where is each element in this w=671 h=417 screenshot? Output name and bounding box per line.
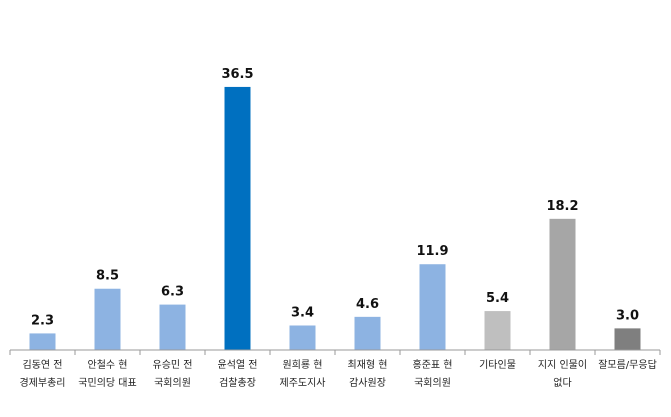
category-label-6-0: 홍준표 현 [413, 358, 453, 371]
value-label-1: 8.5 [96, 269, 119, 284]
category-label-5-1: 감사원장 [349, 377, 386, 389]
category-label-4-1: 제주도지사 [280, 377, 326, 389]
category-label-7-0: 기타인물 [479, 359, 516, 371]
category-label-8-1: 없다 [553, 376, 571, 389]
value-label-2: 6.3 [161, 285, 184, 300]
bar-4 [289, 325, 316, 350]
bar-6 [419, 264, 446, 350]
value-label-5: 4.6 [356, 297, 379, 312]
value-label-6: 11.9 [416, 244, 448, 259]
category-label-6-1: 국회의원 [414, 377, 451, 389]
bar-1 [94, 288, 121, 350]
category-label-5-0: 최재형 현 [348, 359, 388, 371]
category-label-8-0: 지지 인물이 [538, 359, 587, 371]
bar-9 [614, 328, 641, 350]
bar-3 [224, 86, 251, 351]
bar-0 [29, 333, 56, 350]
value-label-7: 5.4 [486, 291, 509, 306]
category-label-1-0: 안철수 현 [88, 359, 128, 371]
category-label-2-1: 국회의원 [154, 377, 191, 389]
category-label-3-0: 윤석열 전 [218, 359, 258, 371]
category-label-4-0: 원희룡 현 [283, 359, 323, 371]
x-axis-ticks [9, 350, 661, 355]
bars-layer [29, 86, 641, 351]
category-label-0-0: 김동연 전 [23, 359, 63, 371]
bar-8 [549, 218, 576, 350]
bar-5 [354, 316, 381, 350]
value-label-9: 3.0 [616, 308, 639, 323]
category-label-3-1: 검찰총장 [219, 377, 256, 389]
bar-2 [159, 304, 186, 350]
value-label-4: 3.4 [291, 305, 314, 320]
value-label-0: 2.3 [31, 313, 54, 328]
value-label-8: 18.2 [546, 199, 578, 214]
bar-7 [484, 311, 511, 350]
category-label-2-0: 유승민 전 [153, 359, 193, 371]
category-label-0-1: 경제부총리 [20, 376, 66, 389]
value-label-3: 36.5 [221, 67, 253, 82]
value-labels-layer: 2.3 8.5 6.3 36.5 3.4 4.6 11.9 5.4 18.2 3.0 [31, 67, 639, 328]
category-label-1-1: 국민의당 대표 [78, 377, 136, 389]
category-label-9-0: 잘모름/무응답 [598, 359, 657, 371]
